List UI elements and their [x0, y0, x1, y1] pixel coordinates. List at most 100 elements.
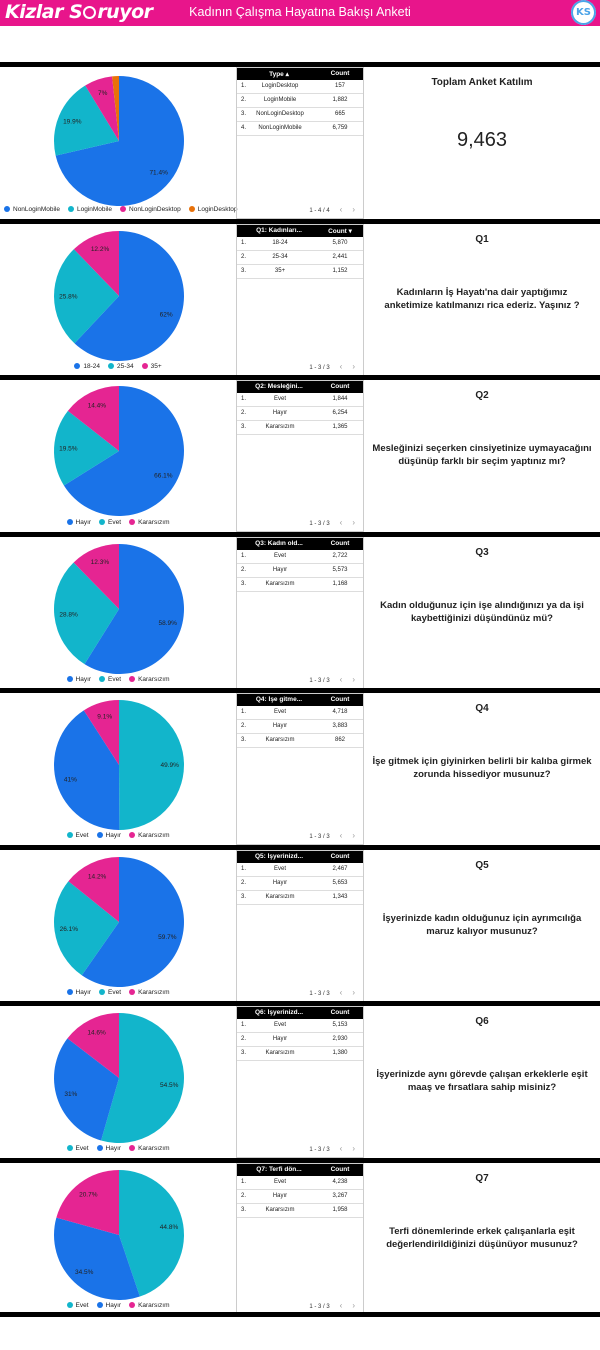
pie-slice-hayır[interactable]	[54, 1217, 140, 1300]
legend-item[interactable]: Evet	[66, 1302, 89, 1309]
legend-item[interactable]: Evet	[66, 1145, 89, 1152]
legend-item[interactable]: Hayır	[66, 519, 91, 526]
legend-item[interactable]: Kararsızım	[129, 989, 169, 996]
column-header-count[interactable]: Count	[330, 70, 350, 77]
table-row[interactable]: 2. Hayır 6,254	[237, 407, 363, 421]
legend-item[interactable]: Evet	[99, 989, 121, 996]
pie-slice-evet[interactable]	[53, 881, 119, 976]
pie-slice-hayır[interactable]	[84, 544, 184, 674]
table-row[interactable]: 4. NonLoginMobile 6,759	[237, 122, 363, 136]
legend-item[interactable]: Hayır	[96, 1302, 121, 1309]
pie-slice-kararsızım[interactable]	[68, 857, 119, 922]
legend-item[interactable]: Kararsızım	[129, 832, 169, 839]
legend-item[interactable]: Evet	[99, 676, 121, 683]
pie-slice-hayır[interactable]	[53, 710, 120, 830]
pie-slice-hayır[interactable]	[53, 1038, 119, 1141]
column-header-type[interactable]: Q2: Mesleğini...	[255, 383, 303, 390]
pie-slice-hayır[interactable]	[63, 386, 184, 516]
pie-slice-kararsızım[interactable]	[83, 700, 119, 765]
table-row[interactable]: 3. Kararsızım 1,958	[237, 1204, 363, 1218]
legend-item[interactable]: Hayır	[66, 676, 91, 683]
table-row[interactable]: 1. Evet 4,718	[237, 706, 363, 720]
table-row[interactable]: 1. Evet 4,238	[237, 1176, 363, 1190]
chevron-left-icon[interactable]: ‹	[339, 205, 343, 214]
pie-slice-evet[interactable]	[101, 1013, 185, 1143]
column-header-count[interactable]: Count	[330, 1009, 350, 1016]
table-row[interactable]: 1. Evet 5,153	[237, 1019, 363, 1033]
chevron-right-icon[interactable]: ›	[352, 1301, 355, 1310]
table-row[interactable]: 3. Kararsızım 1,365	[237, 421, 363, 435]
chevron-left-icon[interactable]: ‹	[339, 988, 343, 997]
pie-slice-hayır[interactable]	[81, 857, 184, 987]
table-row[interactable]: 2. Hayır 5,573	[237, 564, 363, 578]
pie-slice-nonloginmobile[interactable]	[55, 76, 184, 206]
table-row[interactable]: 2. LoginMobile 1,882	[237, 94, 363, 108]
table-row[interactable]: 1. Evet 2,467	[237, 863, 363, 877]
column-header-type[interactable]: Q4: İşe gitme...	[255, 696, 303, 703]
chevron-right-icon[interactable]: ›	[352, 1144, 355, 1153]
chevron-right-icon[interactable]: ›	[352, 988, 355, 997]
pie-slice-25-34[interactable]	[54, 249, 120, 344]
table-row[interactable]: 2. Hayır 5,653	[237, 877, 363, 891]
table-row[interactable]: 3. Kararsızım 1,343	[237, 891, 363, 905]
kizlarsoruyor-logo[interactable]: Kizlar S ruyor	[5, 1, 153, 23]
pie-slice-18-24[interactable]	[74, 231, 184, 361]
column-header-count[interactable]: Count	[330, 853, 350, 860]
table-row[interactable]: 3. Kararsızım 1,168	[237, 578, 363, 592]
chevron-right-icon[interactable]: ›	[352, 831, 355, 840]
pie-slice-evet[interactable]	[119, 1170, 184, 1297]
ks-badge-icon[interactable]: KS	[571, 0, 596, 25]
pie-slice-nonlogindesktop[interactable]	[85, 76, 119, 141]
legend-item[interactable]: 35+	[141, 363, 162, 370]
column-header-count[interactable]: Count	[330, 540, 350, 547]
pie-slice-kararsızım[interactable]	[67, 386, 119, 451]
chevron-left-icon[interactable]: ‹	[339, 362, 343, 371]
column-header-type[interactable]: Q7: Terfi dön...	[256, 1166, 302, 1173]
chevron-left-icon[interactable]: ‹	[339, 1301, 343, 1310]
legend-item[interactable]: Evet	[66, 832, 89, 839]
chevron-right-icon[interactable]: ›	[352, 675, 355, 684]
legend-item[interactable]: LoginMobile	[67, 206, 112, 213]
legend-item[interactable]: Hayır	[96, 832, 121, 839]
legend-item[interactable]: LoginDesktop	[188, 206, 237, 213]
chevron-left-icon[interactable]: ‹	[339, 831, 343, 840]
pie-slice-kararsızım[interactable]	[56, 1170, 119, 1235]
column-header-type[interactable]: Q1: Kadınları...	[256, 227, 302, 234]
chevron-left-icon[interactable]: ‹	[339, 1144, 343, 1153]
legend-item[interactable]: Kararsızım	[129, 1302, 169, 1309]
chevron-right-icon[interactable]: ›	[352, 362, 355, 371]
column-header-count[interactable]: Count	[330, 1166, 350, 1173]
column-header-type[interactable]: Q6: İşyerinizd...	[254, 1009, 304, 1016]
table-row[interactable]: 3. Kararsızım 1,380	[237, 1047, 363, 1061]
legend-item[interactable]: Kararsızım	[129, 676, 169, 683]
column-header-type[interactable]: Q5: İşyerinizd...	[254, 853, 304, 860]
table-row[interactable]: 2. Hayır 3,883	[237, 720, 363, 734]
column-header-type[interactable]: Type ▴	[269, 71, 289, 78]
legend-item[interactable]: 25-34	[107, 363, 134, 370]
table-row[interactable]: 1. Evet 2,722	[237, 550, 363, 564]
column-header-count[interactable]: Count	[330, 696, 350, 703]
column-header-count[interactable]: Count ▾	[328, 228, 352, 235]
pie-slice-logindesktop[interactable]	[112, 76, 119, 141]
chevron-right-icon[interactable]: ›	[352, 518, 355, 527]
table-row[interactable]: 2. Hayır 3,267	[237, 1190, 363, 1204]
table-row[interactable]: 3. Kararsızım 862	[237, 734, 363, 748]
pie-slice-loginmobile[interactable]	[54, 85, 119, 156]
pie-slice-kararsızım[interactable]	[67, 1013, 119, 1078]
table-row[interactable]: 1. 18-24 5,870	[237, 237, 363, 251]
pie-slice-35-[interactable]	[73, 231, 119, 296]
legend-item[interactable]: 18-24	[74, 363, 100, 370]
column-header-count[interactable]: Count	[330, 383, 350, 390]
table-row[interactable]: 2. Hayır 2,930	[237, 1033, 363, 1047]
table-row[interactable]: 1. LoginDesktop 157	[237, 80, 363, 94]
pie-slice-kararsızım[interactable]	[73, 544, 119, 609]
table-row[interactable]: 3. NonLoginDesktop 665	[237, 108, 363, 122]
pie-slice-evet[interactable]	[54, 410, 120, 486]
column-header-type[interactable]: Q3: Kadın old...	[255, 540, 303, 547]
table-row[interactable]: 2. 25-34 2,441	[237, 251, 363, 265]
legend-item[interactable]: Evet	[99, 519, 121, 526]
legend-item[interactable]: Hayır	[96, 1145, 121, 1152]
pie-slice-evet[interactable]	[53, 562, 119, 665]
legend-item[interactable]: NonLoginDesktop	[120, 206, 181, 213]
table-row[interactable]: 3. 35+ 1,152	[237, 265, 363, 279]
